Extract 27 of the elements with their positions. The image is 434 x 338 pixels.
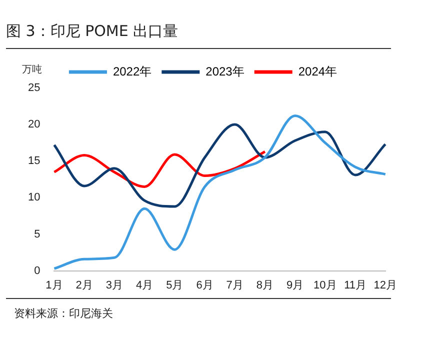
line-series <box>52 114 387 270</box>
y-tick-label: 15 <box>28 155 40 168</box>
y-tick-label: 10 <box>28 192 40 204</box>
x-tick-label: 4月 <box>136 279 154 292</box>
x-tick-label: 2月 <box>76 279 93 292</box>
legend-label: 2022年 <box>112 64 152 78</box>
y-axis-title: 万吨 <box>22 64 42 76</box>
x-tick-label: 9月 <box>286 279 304 292</box>
line-series <box>52 123 387 208</box>
legend-label: 2023年 <box>206 64 244 78</box>
legend-label: 2024年 <box>298 64 338 78</box>
x-tick-label: 6月 <box>196 279 214 292</box>
y-tick-label: 25 <box>28 82 40 94</box>
text: 资料来源：印尼海关 <box>14 306 113 321</box>
y-tick-label: 5 <box>34 228 40 240</box>
x-tick-label: 1月 <box>46 279 63 292</box>
x-tick-label: 7月 <box>226 279 244 292</box>
x-tick-label: 10月 <box>314 279 337 292</box>
line-series <box>52 150 266 188</box>
chart-title: 图 3：印尼 POME 出口量 <box>6 22 178 41</box>
x-tick-label: 12月 <box>374 279 398 292</box>
y-tick-label: 0 <box>34 264 40 277</box>
x-tick-label: 11月 <box>344 279 366 292</box>
x-tick-label: 3月 <box>106 279 124 292</box>
y-tick-label: 20 <box>28 118 40 131</box>
x-tick-label: 8月 <box>256 279 274 292</box>
x-tick-label: 5月 <box>166 279 184 292</box>
